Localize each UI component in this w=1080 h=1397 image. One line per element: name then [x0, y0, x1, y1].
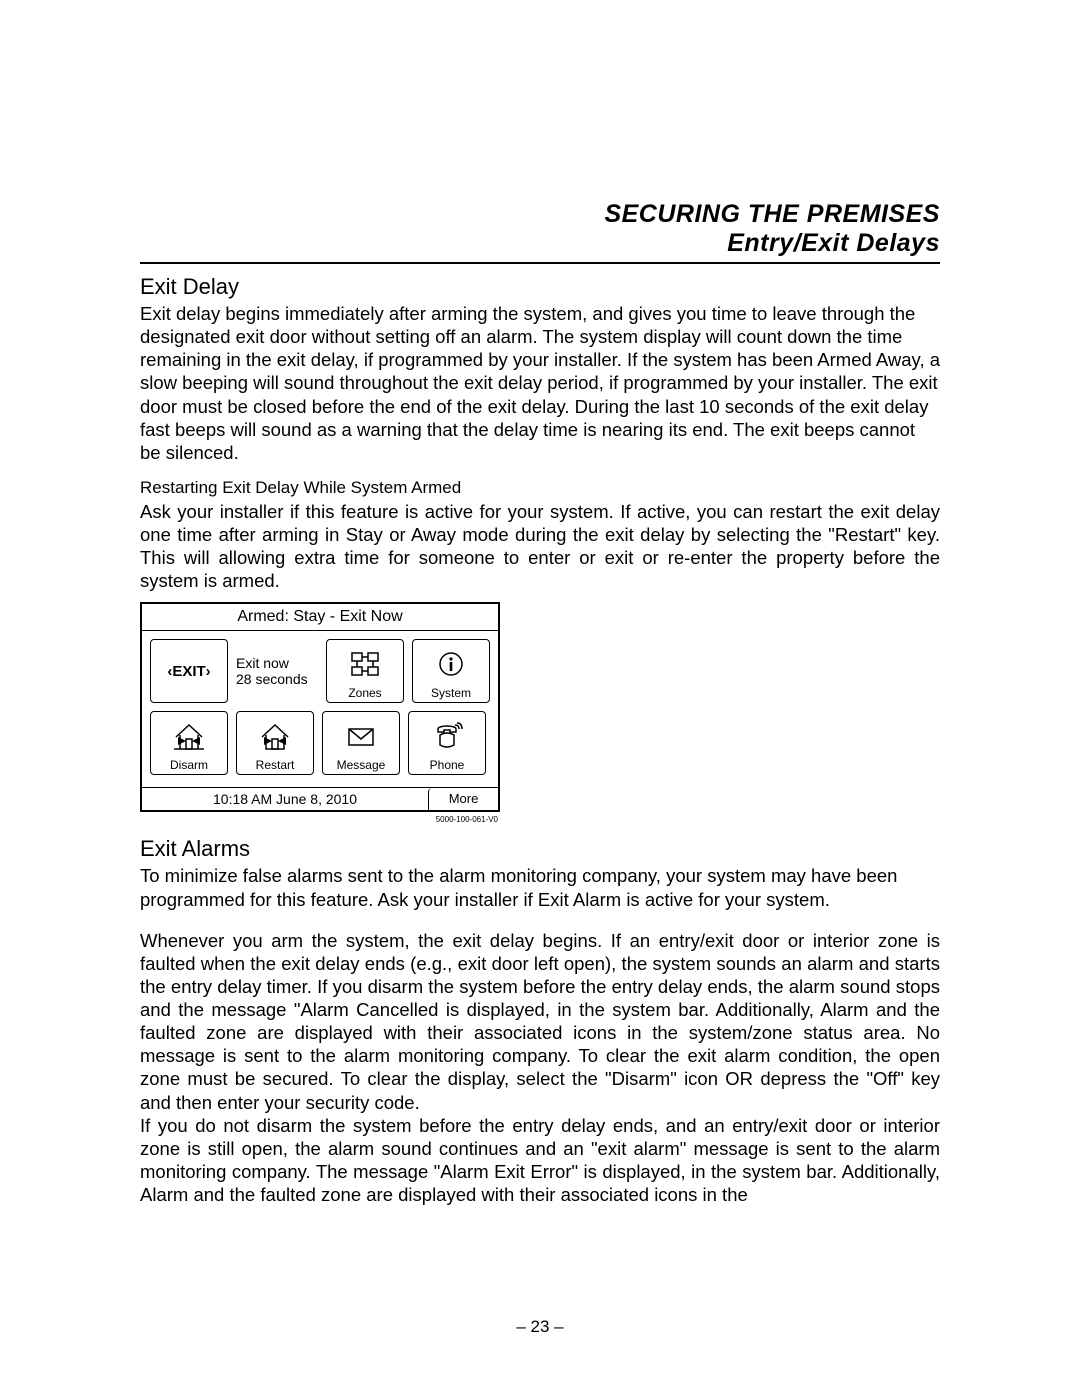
panel-datetime: 10:18 AM June 8, 2010 [142, 788, 428, 810]
page-header: SECURING THE PREMISES Entry/Exit Delays [140, 200, 940, 258]
exit-alarms-para2: Whenever you arm the system, the exit de… [140, 929, 940, 1114]
header-title: SECURING THE PREMISES [140, 200, 940, 229]
envelope-icon [344, 719, 378, 758]
system-button[interactable]: System [412, 639, 490, 703]
house-restart-icon [258, 719, 292, 758]
system-label: System [431, 686, 471, 700]
zones-label: Zones [348, 686, 381, 700]
phone-button[interactable]: Phone [408, 711, 486, 775]
phone-icon [430, 719, 464, 758]
zones-button[interactable]: Zones [326, 639, 404, 703]
exit-delay-paragraph: Exit delay begins immediately after armi… [140, 302, 940, 464]
message-label: Message [337, 758, 386, 772]
exit-seconds-label: 28 seconds [236, 671, 318, 687]
restart-button[interactable]: Restart [236, 711, 314, 775]
panel-footer: 10:18 AM June 8, 2010 More [142, 787, 498, 810]
header-rule [140, 262, 940, 264]
panel-row-2: Disarm Restart [150, 711, 490, 775]
keypad-panel-figure: Armed: Stay - Exit Now ‹EXIT› Exit now 2… [140, 602, 940, 812]
exit-alarms-heading: Exit Alarms [140, 836, 940, 862]
zones-icon [348, 647, 382, 686]
restart-paragraph: Ask your installer if this feature is ac… [140, 500, 940, 593]
exit-tag: ‹EXIT› [150, 639, 228, 703]
panel-status-bar: Armed: Stay - Exit Now [142, 604, 498, 631]
house-open-icon [172, 719, 206, 758]
panel-figure-code: 5000-100-061-V0 [436, 815, 498, 824]
header-subtitle: Entry/Exit Delays [140, 229, 940, 258]
more-button[interactable]: More [428, 788, 498, 810]
exit-alarms-para3: If you do not disarm the system before t… [140, 1114, 940, 1207]
restart-subheading: Restarting Exit Delay While System Armed [140, 478, 940, 498]
info-icon [434, 647, 468, 686]
message-button[interactable]: Message [322, 711, 400, 775]
restart-label: Restart [256, 758, 295, 772]
exit-now-label: Exit now [236, 655, 318, 671]
panel-body: ‹EXIT› Exit now 28 seconds Zones [142, 631, 498, 787]
panel-row-1: ‹EXIT› Exit now 28 seconds Zones [150, 639, 490, 703]
disarm-button[interactable]: Disarm [150, 711, 228, 775]
page-number: – 23 – [0, 1317, 1080, 1337]
exit-delay-heading: Exit Delay [140, 274, 940, 300]
keypad-panel: Armed: Stay - Exit Now ‹EXIT› Exit now 2… [140, 602, 500, 812]
exit-alarms-para1: To minimize false alarms sent to the ala… [140, 864, 940, 910]
phone-label: Phone [430, 758, 465, 772]
disarm-label: Disarm [170, 758, 208, 772]
exit-countdown: Exit now 28 seconds [236, 639, 318, 703]
